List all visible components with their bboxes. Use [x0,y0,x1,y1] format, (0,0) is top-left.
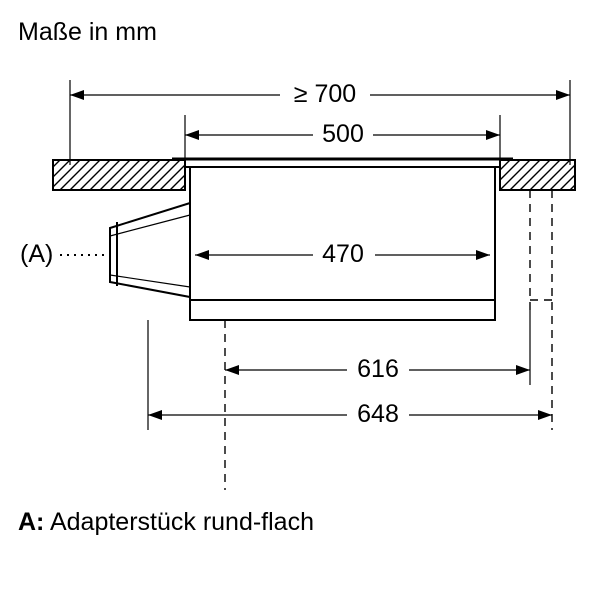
dim-overall-value: ≥ 700 [294,80,356,108]
legend-text: Adapterstück rund-flach [50,508,314,536]
dim-body-inner: 470 [195,238,490,268]
adapter-piece [110,203,190,297]
dim-top-value: 500 [322,120,364,148]
dim-648-value: 648 [357,400,399,428]
dim-body-value: 470 [322,240,364,268]
flange-right [500,160,575,190]
flange-left [53,160,185,190]
dim-616-value: 616 [357,355,399,383]
dim-616: 616 [225,353,530,383]
title-text: Maße in mm [18,18,157,46]
legend-line: A: Adapterstück rund-flach [18,508,314,536]
legend-label: A: [18,508,44,536]
callout-a-label: (A) [20,240,53,268]
dim-top: 500 [185,115,500,160]
dim-648: 648 [148,398,552,428]
